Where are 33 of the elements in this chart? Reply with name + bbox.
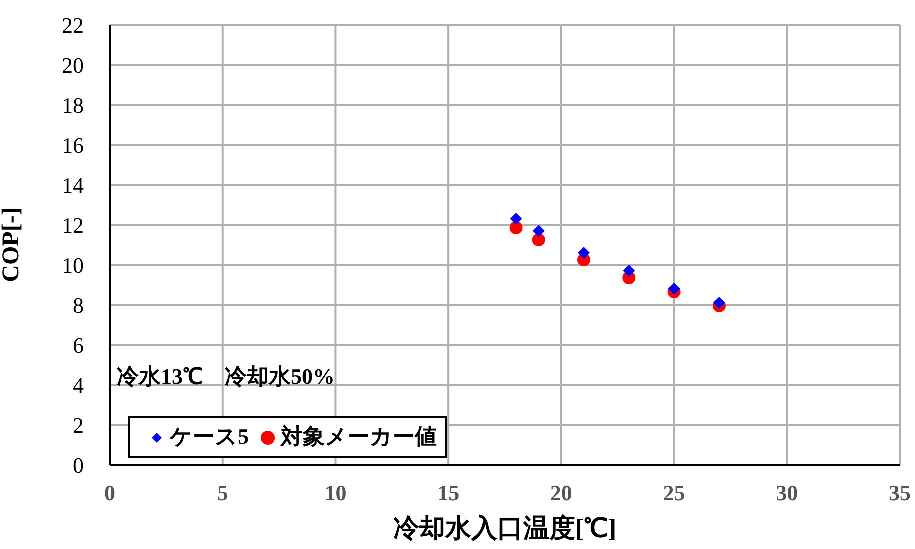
x-axis-title: 冷却水入口温度[℃] (393, 514, 617, 543)
x-tick-label: 30 (776, 480, 798, 506)
x-tick-label: 25 (663, 480, 686, 506)
point (510, 213, 522, 225)
x-tick-label: 0 (104, 480, 116, 506)
point (578, 247, 590, 259)
y-tick-label: 14 (62, 172, 84, 198)
x-tick-label: 35 (889, 480, 911, 506)
x-tick-label: 5 (217, 480, 228, 506)
x-tick-label: 15 (438, 480, 460, 506)
point (532, 234, 546, 246)
point (532, 225, 545, 237)
x-tick-label: 20 (550, 480, 572, 506)
y-tick-label: 4 (73, 372, 84, 398)
point (623, 265, 636, 277)
y-tick-label: 18 (62, 92, 84, 118)
y-tick-label: 6 (73, 332, 84, 358)
point (713, 297, 726, 309)
y-axis-title: COP[-] (0, 208, 25, 282)
x-tick-label: 10 (324, 480, 347, 506)
y-tick-label: 20 (62, 52, 84, 78)
y-tick-label: 12 (62, 212, 84, 238)
legend-label: ケース5 (170, 423, 249, 451)
y-tick-label: 22 (62, 12, 84, 38)
y-tick-label: 8 (73, 292, 84, 318)
y-tick-label: 16 (62, 132, 84, 158)
point (668, 283, 680, 295)
legend-label: 対象メーカー値 (281, 423, 437, 451)
y-tick-label: 0 (73, 452, 84, 478)
y-tick-label: 10 (62, 252, 84, 278)
point (510, 222, 523, 234)
y-tick-label: 2 (73, 412, 84, 438)
annotation: 冷水13℃ 冷却水50% (117, 363, 335, 391)
